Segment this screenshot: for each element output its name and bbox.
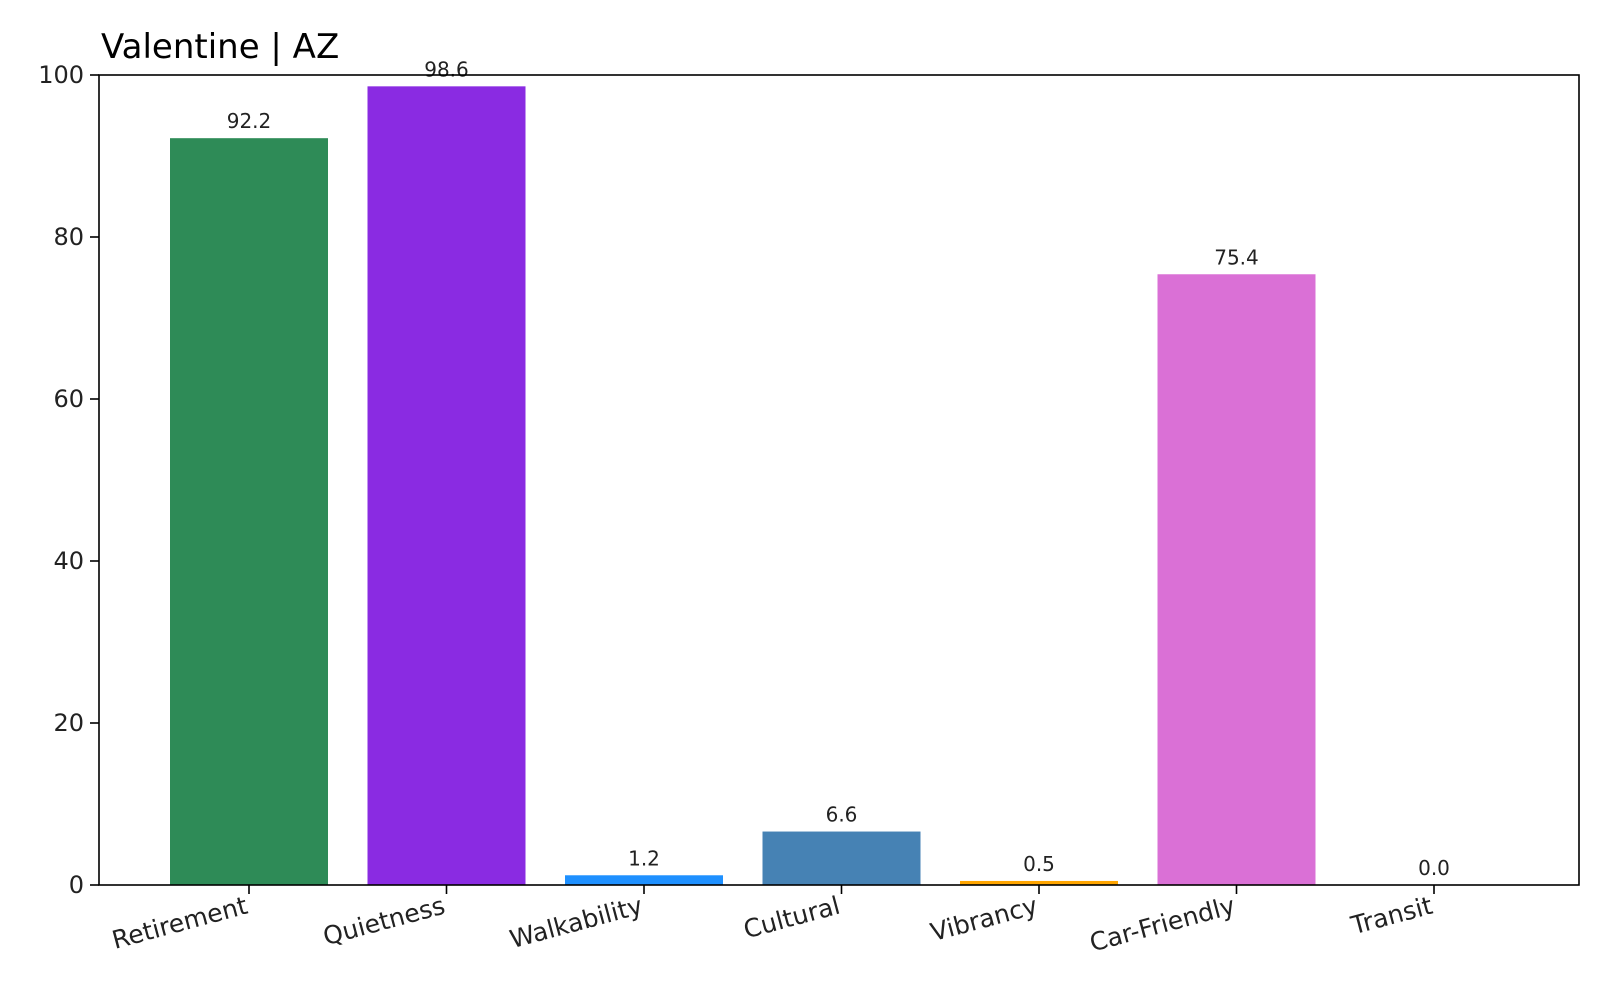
data-label: 1.2: [628, 846, 660, 870]
y-tick-label: 0: [69, 871, 84, 899]
y-tick-label: 80: [53, 223, 84, 251]
data-label: 6.6: [826, 803, 858, 827]
plot-frame: [98, 74, 1580, 886]
y-tick-label: 100: [38, 61, 84, 89]
y-axis: 0 20 40 60 80 100: [38, 61, 99, 899]
data-label: 92.2: [227, 109, 272, 133]
y-tick-label: 40: [53, 547, 84, 575]
data-label: 98.6: [424, 57, 469, 81]
data-label: 0.0: [1418, 856, 1450, 880]
bar-walkability: [565, 875, 723, 885]
bar-quietness: [367, 86, 526, 886]
y-tick-label: 60: [53, 385, 84, 413]
bars-group: [170, 86, 1316, 886]
chart-title: Valentine | AZ: [101, 27, 339, 67]
y-tick-label: 20: [53, 709, 84, 737]
data-label: 0.5: [1023, 852, 1055, 876]
bar-car-friendly: [1157, 274, 1316, 885]
data-label: 75.4: [1214, 245, 1259, 269]
bar-retirement: [170, 138, 328, 885]
data-labels-group: 92.2 98.6 1.2 6.6 0.5 75.4 0.0: [227, 57, 1450, 880]
bar-cultural: [762, 831, 921, 885]
bar-vibrancy: [960, 880, 1118, 885]
